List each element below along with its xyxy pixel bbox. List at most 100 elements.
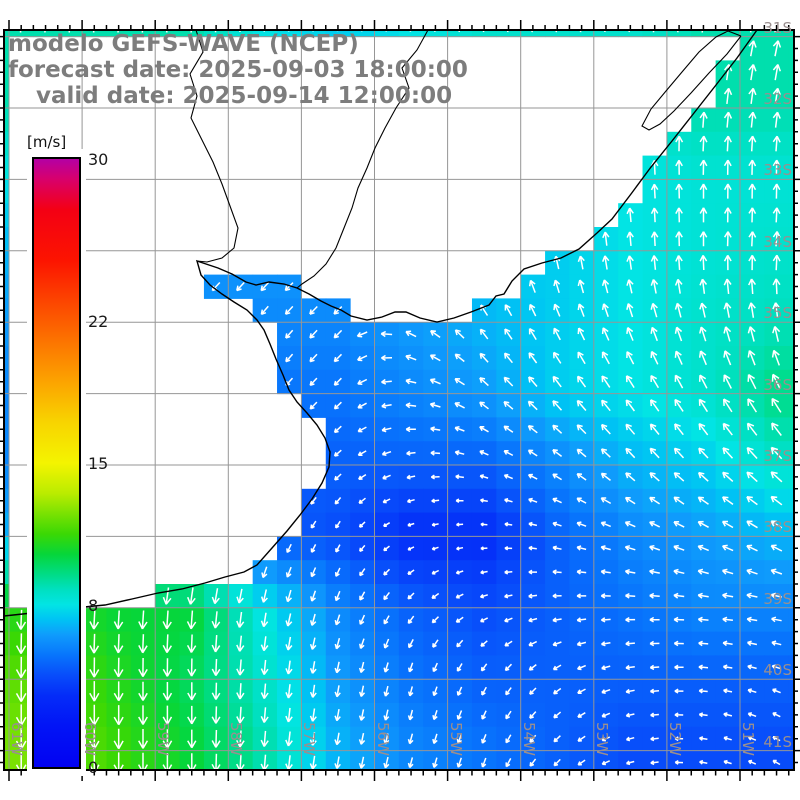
- wind-speed-cell: [788, 703, 795, 728]
- wind-speed-cell: [569, 750, 595, 771]
- lat-label-32S: 32S: [763, 90, 792, 108]
- wind-speed-cell: [4, 179, 10, 204]
- wind-speed-cell: [4, 227, 10, 252]
- wind-speed-cell: [4, 30, 10, 38]
- wind-speed-cell: [252, 30, 278, 38]
- wind-speed-cell: [788, 465, 795, 490]
- wind-speed-cell: [398, 30, 424, 38]
- wind-speed-cell: [4, 203, 10, 228]
- wind-arrows: [0, 16, 800, 774]
- wind-speed-cell: [4, 750, 10, 771]
- lat-label-34S: 34S: [763, 232, 792, 251]
- lat-label-31S: 31S: [763, 18, 792, 37]
- wind-speed-cell: [666, 750, 692, 771]
- wind-speed-cell: [4, 488, 10, 514]
- lon-label-57W: 57W: [300, 722, 319, 756]
- wind-speed-cell: [788, 322, 795, 347]
- colorbar-tick-0: 0: [88, 758, 99, 777]
- wind-speed-cell: [788, 250, 795, 276]
- wind-speed-cell: [4, 417, 10, 442]
- wind-speed-cell: [764, 750, 790, 771]
- wind-speed-cell: [4, 512, 10, 537]
- lat-label-35S: 35S: [763, 304, 792, 323]
- wind-speed-cell: [4, 655, 10, 680]
- model-title: modelo GEFS-WAVE (NCEP): [8, 31, 359, 57]
- colorbar-unit-label: [m/s]: [27, 133, 67, 151]
- lon-label-58W: 58W: [227, 722, 246, 756]
- wind-speed-cell: [788, 679, 795, 704]
- wind-speed-cell: [545, 30, 570, 38]
- wind-speed-cell: [788, 203, 795, 228]
- wind-speed-cell: [447, 30, 473, 38]
- wind-speed-cell: [4, 560, 10, 585]
- wind-speed-cell: [788, 298, 795, 323]
- wind-speed-cell: [4, 108, 10, 133]
- wind-speed-cell: [374, 30, 400, 38]
- wind-speed-cell: [4, 274, 10, 299]
- river-line: [296, 29, 429, 289]
- wind-speed-cell: [715, 750, 741, 771]
- wind-speed-cell: [788, 30, 795, 38]
- lat-label-40S: 40S: [763, 661, 792, 680]
- wind-speed-cell: [4, 84, 10, 109]
- wind-speed-cell: [203, 30, 229, 38]
- lon-label-52W: 52W: [665, 722, 684, 756]
- wind-speed-cell: [4, 322, 10, 347]
- forecast-date: forecast date: 2025-09-03 18:00:00: [8, 57, 468, 83]
- wind-speed-cell: [4, 346, 10, 371]
- lon-label-55W: 55W: [446, 722, 465, 756]
- wind-speed-cell: [740, 30, 765, 38]
- wind-speed-cell: [106, 30, 132, 38]
- wind-speed-cell: [618, 750, 644, 771]
- lagoon-outline: [641, 30, 742, 131]
- wind-speed-cell: [788, 726, 795, 752]
- wind-speed-cell: [593, 30, 619, 38]
- wind-speed-cell: [277, 30, 302, 38]
- latlon-gridlines: [4, 30, 794, 770]
- wind-speed-cell: [4, 631, 10, 656]
- wind-speed-cell: [788, 607, 795, 633]
- wind-speed-cell: [301, 30, 327, 38]
- lon-label-61W: 61W: [8, 722, 26, 756]
- wind-speed-cell: [4, 250, 10, 276]
- wind-speed-cell: [788, 441, 795, 466]
- wind-speed-cell: [788, 179, 795, 204]
- wind-speed-cell: [4, 369, 10, 395]
- wind-speed-cell: [520, 30, 546, 38]
- wind-speed-cell: [569, 30, 595, 38]
- wind-speed-cell: [788, 131, 795, 157]
- wind-speed-cell: [788, 750, 795, 771]
- wind-speed-cell: [788, 60, 795, 85]
- frame-ticks: [0, 20, 800, 781]
- wind-speed-cell: [666, 30, 692, 38]
- lat-label-38S: 38S: [763, 518, 792, 537]
- wind-speed-cell: [4, 536, 10, 561]
- lon-label-59W: 59W: [154, 722, 173, 756]
- wind-speed-cell: [82, 30, 107, 38]
- wind-speed-cell: [4, 393, 10, 418]
- wind-speed-cell: [788, 488, 795, 514]
- wind-speed-cell: [228, 30, 254, 38]
- lat-label-41S: 41S: [763, 732, 792, 751]
- wind-speed-cell: [471, 30, 497, 38]
- lat-label-39S: 39S: [763, 589, 792, 608]
- lon-label-51W: 51W: [739, 722, 757, 756]
- wind-speed-cell: [642, 750, 668, 771]
- colorbar-tick-30: 30: [88, 150, 109, 169]
- lon-label-60W: 60W: [81, 722, 100, 756]
- wind-speed-cell: [179, 30, 205, 38]
- wind-speed-cell: [788, 346, 795, 371]
- wind-speed-cell: [788, 227, 795, 252]
- wind-speed-cell: [4, 60, 10, 85]
- wind-speed-cell: [788, 536, 795, 561]
- wind-speed-cell: [496, 30, 522, 38]
- wind-speed-cell: [57, 30, 83, 38]
- wind-speed-cell: [788, 417, 795, 442]
- wind-speed-cell: [642, 30, 668, 38]
- wind-speed-cell: [520, 750, 546, 771]
- colorbar-tick-22: 22: [88, 312, 109, 332]
- wind-speed-cell: [788, 155, 795, 180]
- wind-speed-cell: [423, 30, 449, 38]
- lat-label-33S: 33S: [763, 161, 792, 180]
